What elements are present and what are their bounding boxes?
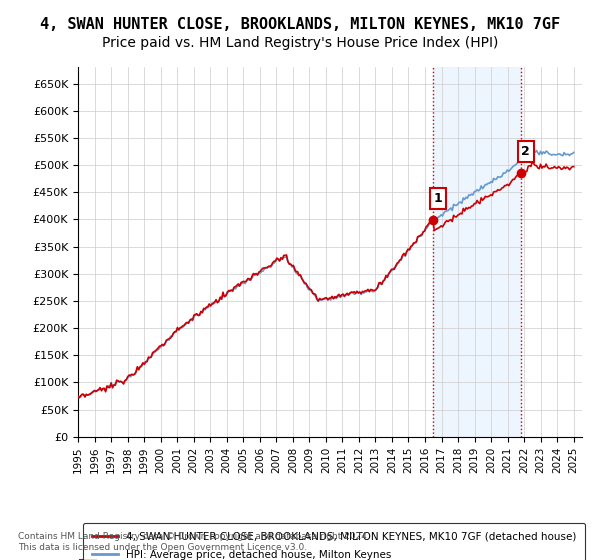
- Text: 4, SWAN HUNTER CLOSE, BROOKLANDS, MILTON KEYNES, MK10 7GF: 4, SWAN HUNTER CLOSE, BROOKLANDS, MILTON…: [40, 17, 560, 32]
- Text: 2: 2: [521, 145, 530, 158]
- Bar: [433, 67, 521, 437]
- Text: Contains HM Land Registry data © Crown copyright and database right 2024.
This d: Contains HM Land Registry data © Crown c…: [18, 532, 370, 552]
- Text: 1: 1: [434, 192, 442, 205]
- Text: Price paid vs. HM Land Registry's House Price Index (HPI): Price paid vs. HM Land Registry's House …: [102, 36, 498, 50]
- Legend: 4, SWAN HUNTER CLOSE, BROOKLANDS, MILTON KEYNES, MK10 7GF (detached house), HPI:: 4, SWAN HUNTER CLOSE, BROOKLANDS, MILTON…: [83, 524, 584, 560]
